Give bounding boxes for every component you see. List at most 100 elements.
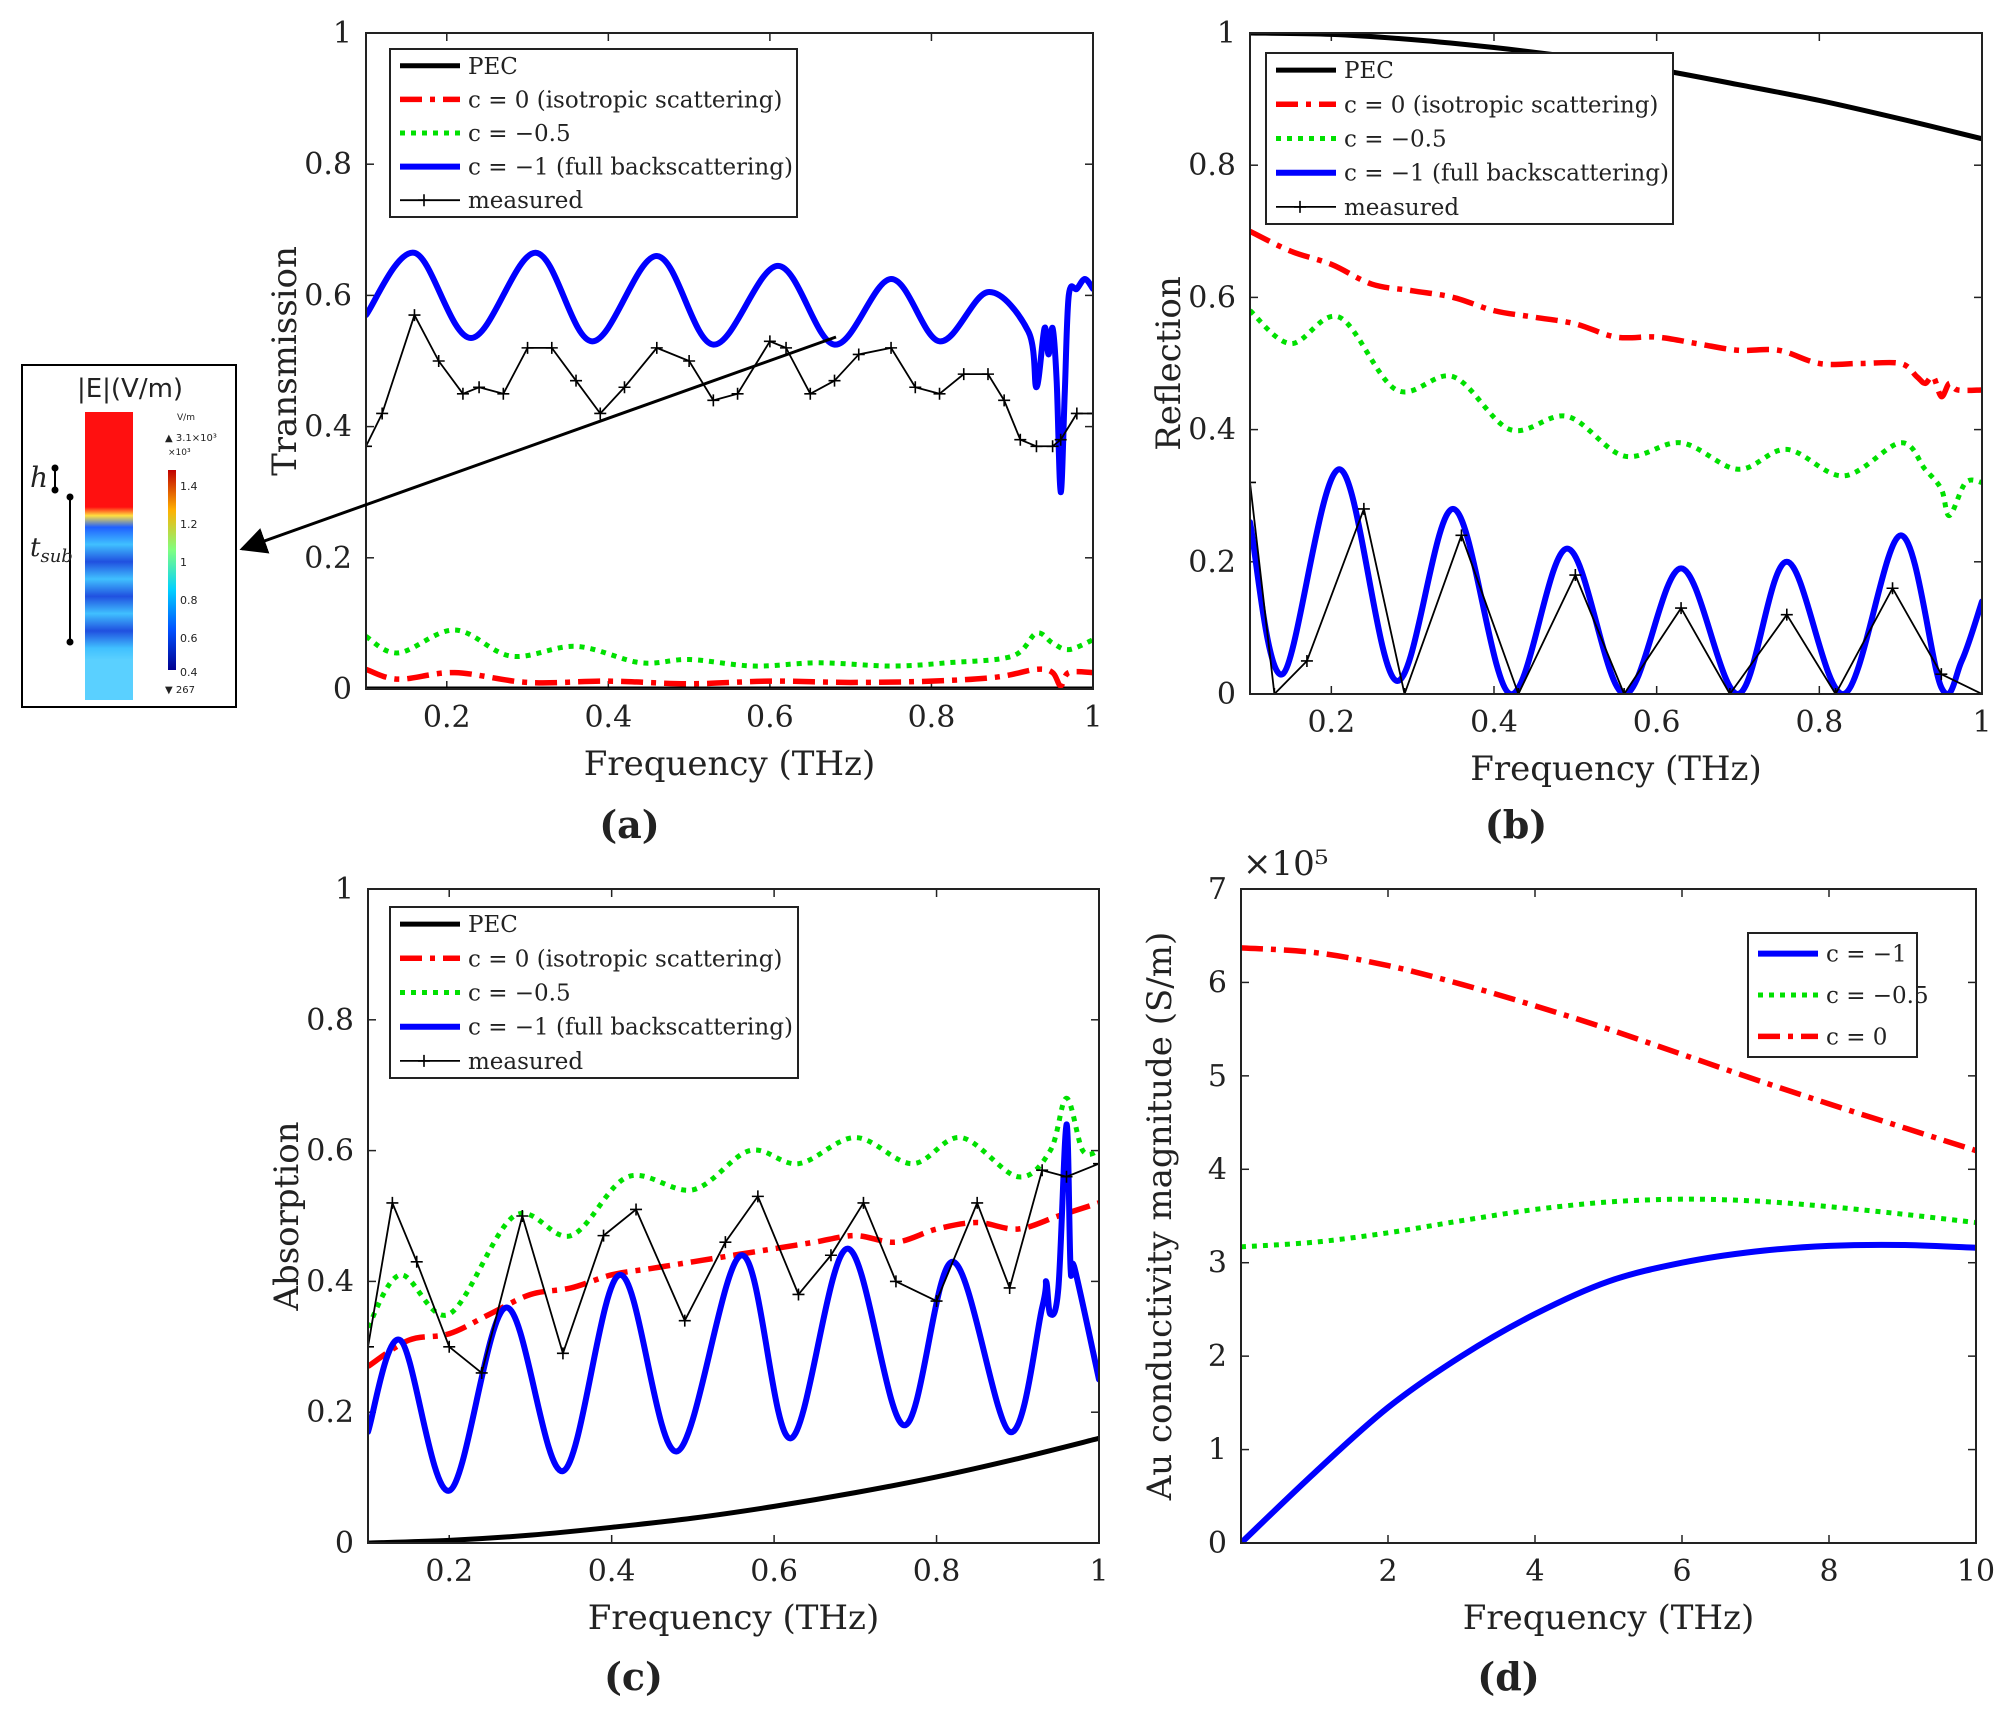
- x-tick-label: 0.2: [423, 700, 471, 735]
- x-tick-label: 8: [1819, 1554, 1838, 1589]
- series-line-c-0-isotropic-scattering-: [1250, 228, 1982, 400]
- y-tick-label: 0.4: [1188, 413, 1236, 448]
- measured-point-marker: [1250, 476, 1256, 489]
- series-line-c-0-5: [1250, 308, 1982, 519]
- measured-point-marker: [630, 1203, 643, 1216]
- y-tick-label: 0.4: [306, 1264, 354, 1299]
- measured-point-marker: [1046, 440, 1059, 453]
- measured-point-marker: [1935, 668, 1948, 681]
- x-axis-label: Frequency (THz): [1463, 1598, 1754, 1638]
- series-group: [1250, 33, 1982, 694]
- measured-point-marker: [804, 387, 817, 400]
- chart-panel-b: 0.2 0.4 0.6 0.8 1 0 0.2 0.4 0.6 0.8 1 Frequency (TH…: [1149, 16, 1992, 847]
- legend-marker: [1294, 200, 1306, 213]
- series-line-c-0-isotropic-scattering-: [368, 1200, 1099, 1369]
- measured-point-marker: [971, 1196, 984, 1209]
- inset-tsub-dot: [66, 493, 74, 501]
- measured-point-marker: [763, 335, 776, 348]
- measured-point-marker: [1398, 688, 1411, 694]
- y-tick-label: 0.2: [304, 541, 352, 576]
- inset-colorbar: [168, 470, 176, 670]
- y-tick-label: 0.8: [1188, 148, 1236, 183]
- legend-label: measured: [468, 1049, 583, 1075]
- series-line-c-0-isotropic-scattering-: [366, 666, 1093, 689]
- measured-point-marker: [594, 407, 607, 420]
- legend-label: PEC: [468, 912, 518, 938]
- y-tick-label: 0: [333, 672, 352, 707]
- measured-point-marker: [824, 1249, 837, 1262]
- measured-point-marker: [707, 394, 720, 407]
- series-group: [366, 249, 1093, 689]
- panel-caption: (d): [1477, 1654, 1540, 1699]
- inset-h-label: h: [30, 461, 48, 494]
- x-tick-label: 1: [1083, 700, 1102, 735]
- y-tick-label: 0: [1217, 677, 1236, 712]
- panel-caption: (c): [604, 1654, 663, 1699]
- measured-point-marker: [731, 387, 744, 400]
- inset-tsub-dot: [66, 638, 74, 646]
- legend-label: c = 0 (isotropic scattering): [1344, 92, 1658, 118]
- y-tick-label: 0.6: [1188, 280, 1236, 315]
- measured-point-marker: [1030, 440, 1043, 453]
- legend-label: c = −1 (full backscattering): [468, 1015, 793, 1041]
- measured-point-marker: [497, 387, 510, 400]
- panel-caption: (a): [599, 802, 660, 847]
- measured-point-marker: [366, 440, 372, 453]
- measured-point-marker: [909, 381, 922, 394]
- inset-colorbar-tick: 1.2: [180, 518, 198, 531]
- measured-point-marker: [933, 387, 946, 400]
- inset-colorbar-tick: 0.4: [180, 666, 198, 679]
- series-line-c-1-full-backscattering-: [366, 249, 1093, 496]
- x-tick-label: 0.6: [750, 1554, 798, 1589]
- series-group: [1241, 945, 1976, 1543]
- measured-point-marker: [719, 1236, 732, 1249]
- series-line-c-0-5: [368, 1095, 1099, 1329]
- legend-label: c = 0 (isotropic scattering): [468, 87, 782, 113]
- measured-point-marker: [368, 1340, 374, 1353]
- inset-colorbar-tick: 0.6: [180, 632, 198, 645]
- y-axis-label: Au conductivity magnitude (S/m): [1140, 932, 1180, 1502]
- legend-label: c = −0.5: [468, 981, 571, 1007]
- panel-caption: (b): [1485, 802, 1548, 847]
- measured-point-marker: [751, 1190, 764, 1203]
- inset-h-dot: [51, 486, 59, 494]
- measured-point-marker: [885, 341, 898, 354]
- measured-point-marker: [852, 348, 865, 361]
- measured-point-marker: [432, 355, 445, 367]
- plot-frame: [365, 32, 1094, 690]
- x-tick-label: 0.4: [588, 1554, 636, 1589]
- x-tick-label: 10: [1957, 1554, 1995, 1589]
- series-line-c-0-5: [366, 627, 1093, 669]
- y-tick-label: 2: [1208, 1339, 1227, 1374]
- series-line-c-1-full-backscattering-: [368, 1121, 1099, 1494]
- measured-point-marker: [475, 1366, 488, 1379]
- measured-point-marker: [650, 341, 663, 354]
- measured-point-marker: [1300, 654, 1313, 667]
- y-tick-label: 7: [1208, 872, 1227, 907]
- y-tick-label: 1: [335, 872, 354, 907]
- y-tick-label: 0.4: [304, 410, 352, 445]
- series-line-measured: [368, 1162, 1099, 1374]
- y-tick-label: 4: [1208, 1152, 1227, 1187]
- y-tick-label: 3: [1208, 1246, 1227, 1281]
- measured-point-marker: [1675, 602, 1688, 615]
- measured-point-marker: [1829, 688, 1842, 694]
- measured-point-marker: [618, 381, 631, 394]
- series-line-c-0: [1241, 945, 1976, 1154]
- series-line-pec: [368, 1435, 1099, 1543]
- inset-title: |E|(V/m): [77, 374, 183, 404]
- chart-panel-d: 2 4 6 8 10 0 1 2 3 4 5 6 7 Frequency (THz) Au conducti…: [1140, 844, 1995, 1699]
- measured-point-marker: [1618, 688, 1631, 694]
- x-tick-label: 0.2: [1307, 705, 1355, 740]
- measured-point-marker: [443, 1340, 456, 1353]
- y-tick-label: 0: [1208, 1526, 1227, 1561]
- x-tick-label: 0.8: [908, 700, 956, 735]
- measured-point-marker: [556, 1347, 569, 1360]
- legend-label: c = −1: [1826, 942, 1907, 968]
- legend-label: c = 0 (isotropic scattering): [468, 946, 782, 972]
- x-tick-label: 0.4: [584, 700, 632, 735]
- inset-colorbar-unit: V/m: [177, 413, 195, 423]
- measured-point-marker: [570, 374, 583, 387]
- measured-point-marker: [1093, 1157, 1099, 1170]
